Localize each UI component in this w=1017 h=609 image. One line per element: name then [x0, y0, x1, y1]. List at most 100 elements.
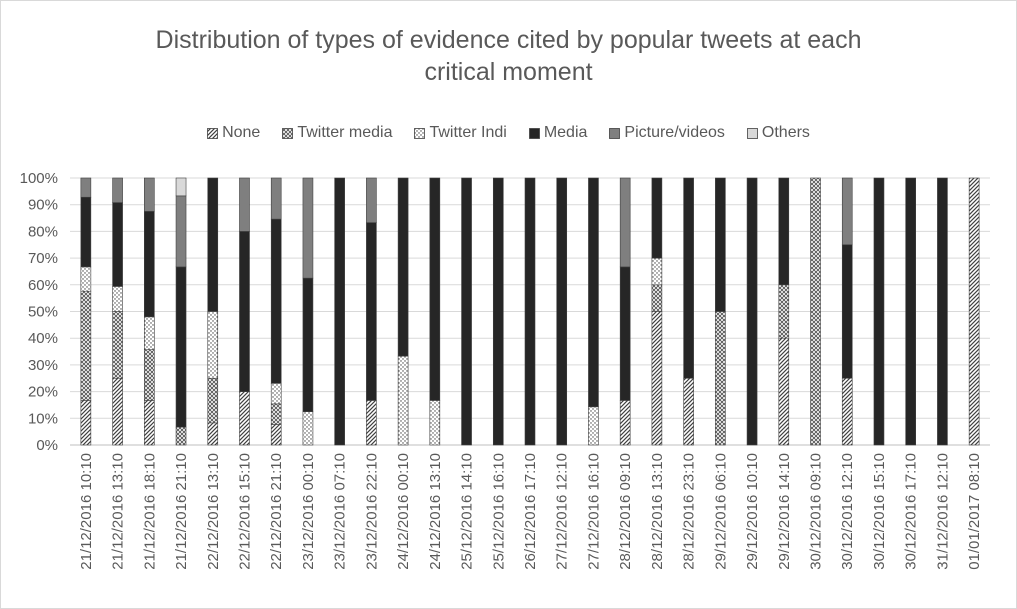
bar-segment-media [651, 177, 663, 259]
bar-segment-media [397, 177, 409, 357]
bar-segment-others [175, 177, 187, 197]
bar-segment-media [144, 211, 155, 318]
x-tick-label: 23/12/2016 00:10 [300, 453, 317, 570]
bar-segment-twitter-media [651, 284, 663, 312]
x-tick-label: 29/12/2016 06:10 [712, 453, 729, 570]
bar-segment-none [968, 177, 980, 446]
bar-segment-twitter-media [778, 284, 790, 339]
y-tick-label: 10% [28, 410, 58, 427]
y-axis-ticks: 0% 10% 20% 30% 40% 50% 60% 70% 80% 90% 100% [20, 170, 58, 454]
bar-segment-media [588, 177, 599, 408]
bar-segment-none [112, 377, 123, 446]
x-tick-label: 24/12/2016 00:10 [395, 453, 412, 570]
chart-title-line-2: critical moment [424, 58, 593, 86]
x-axis-ticks: 21/12/2016 10:10 21/12/2016 13:10 21/12/20… [78, 453, 983, 570]
legend-swatch-twitter-indi [414, 127, 426, 139]
legend-item-others: Others [747, 124, 810, 142]
x-tick-label: 29/12/2016 14:10 [776, 453, 793, 570]
legend-label-others: Others [761, 124, 810, 141]
bar-segment-media [207, 177, 219, 312]
bar-segment-twitter-indi [302, 411, 314, 446]
bar-segment-media [112, 202, 123, 287]
bar-segment-media [80, 196, 92, 268]
y-tick-label: 70% [28, 250, 58, 267]
bar-segment-twitter-media [144, 349, 155, 401]
x-tick-label: 28/12/2016 09:10 [617, 453, 634, 570]
bar-segment-twitter-indi [429, 400, 441, 446]
x-tick-label: 26/12/2016 17:10 [522, 453, 539, 570]
bar-segment-media [937, 177, 948, 446]
bar-segment-media [905, 177, 916, 446]
bar-segment-picture-videos [239, 177, 250, 232]
bar-segment-picture-videos [841, 177, 853, 246]
x-tick-label: 30/12/2016 12:10 [839, 453, 856, 570]
bar-segment-none [270, 424, 282, 446]
bar-segment-none [841, 377, 853, 446]
legend-swatch-none [207, 127, 218, 139]
chart-legend: None Twitter media Twitter Indi Media Pictur… [0, 122, 1017, 144]
bar-segment-twitter-indi [207, 311, 219, 379]
bar-segment-media [841, 244, 853, 379]
x-tick-label: 29/12/2016 10:10 [744, 453, 761, 570]
bar-segment-media [746, 177, 758, 446]
bar-segment-none [683, 377, 694, 446]
legend-label-none: None [222, 124, 261, 141]
bar-segment-picture-videos [270, 177, 282, 220]
x-tick-label: 24/12/2016 13:10 [427, 453, 444, 570]
x-tick-label: 21/12/2016 21:10 [173, 453, 190, 570]
bar-segment-media [175, 266, 187, 428]
y-tick-label: 0% [36, 437, 58, 454]
x-tick-label: 28/12/2016 23:10 [681, 453, 698, 570]
bar-segment-twitter-indi [112, 286, 123, 312]
bar-segment-picture-videos [366, 177, 377, 223]
x-tick-label: 21/12/2016 10:10 [78, 453, 95, 570]
x-tick-label: 25/12/2016 14:10 [459, 453, 476, 570]
bar-segment-none [80, 400, 92, 446]
bar-segment-picture-videos [80, 177, 92, 198]
bar-segment-picture-videos [302, 177, 314, 279]
bar-segment-picture-videos [112, 177, 123, 203]
bar-segment-twitter-media [207, 377, 219, 424]
x-tick-label: 01/01/2017 08:10 [966, 453, 983, 570]
bar-segment-none [144, 400, 155, 446]
bar-segment-twitter-indi [80, 266, 92, 292]
x-tick-label: 30/12/2016 09:10 [808, 453, 825, 570]
legend-label-picture-videos: Picture/videos [624, 124, 725, 141]
bar-segment-media [619, 266, 631, 401]
x-tick-label: 21/12/2016 18:10 [141, 453, 158, 570]
bar-segment-media [556, 177, 568, 446]
bar-segment-media [524, 177, 536, 446]
bar-segment-media [873, 177, 885, 446]
bar-segment-picture-videos [175, 195, 187, 268]
bar-segment-media [270, 218, 282, 384]
x-tick-label: 25/12/2016 16:10 [490, 453, 507, 570]
bar-segment-twitter-media [80, 290, 92, 401]
x-tick-label: 27/12/2016 12:10 [554, 453, 571, 570]
bars [80, 177, 980, 446]
bar-segment-media [683, 177, 694, 379]
legend-item-picture-videos: Picture/videos [609, 124, 725, 142]
bar-segment-none [619, 400, 631, 446]
bar-segment-twitter-indi [397, 355, 409, 446]
x-tick-label: 22/12/2016 15:10 [236, 453, 253, 570]
legend-item-twitter-media: Twitter media [282, 124, 392, 142]
legend-item-none: None [207, 124, 260, 142]
bar-segment-twitter-indi [270, 383, 282, 405]
y-tick-label: 60% [28, 277, 58, 294]
bar-segment-media [429, 177, 441, 401]
x-tick-label: 22/12/2016 13:10 [205, 453, 222, 570]
bar-segment-media [715, 177, 726, 312]
x-tick-label: 28/12/2016 13:10 [649, 453, 666, 570]
x-tick-label: 30/12/2016 17:10 [903, 453, 920, 570]
bar-segment-twitter-indi [651, 257, 663, 286]
legend-label-twitter-media: Twitter media [297, 124, 393, 141]
legend-swatch-picture-videos [609, 127, 621, 139]
x-tick-label: 31/12/2016 12:10 [934, 453, 951, 570]
y-tick-label: 50% [28, 304, 58, 321]
bar-segment-media [239, 231, 250, 392]
legend-item-media: Media [528, 124, 587, 142]
legend-item-twitter-indi: Twitter Indi [414, 124, 507, 142]
x-tick-label: 23/12/2016 07:10 [332, 453, 349, 570]
y-tick-label: 80% [28, 223, 58, 240]
